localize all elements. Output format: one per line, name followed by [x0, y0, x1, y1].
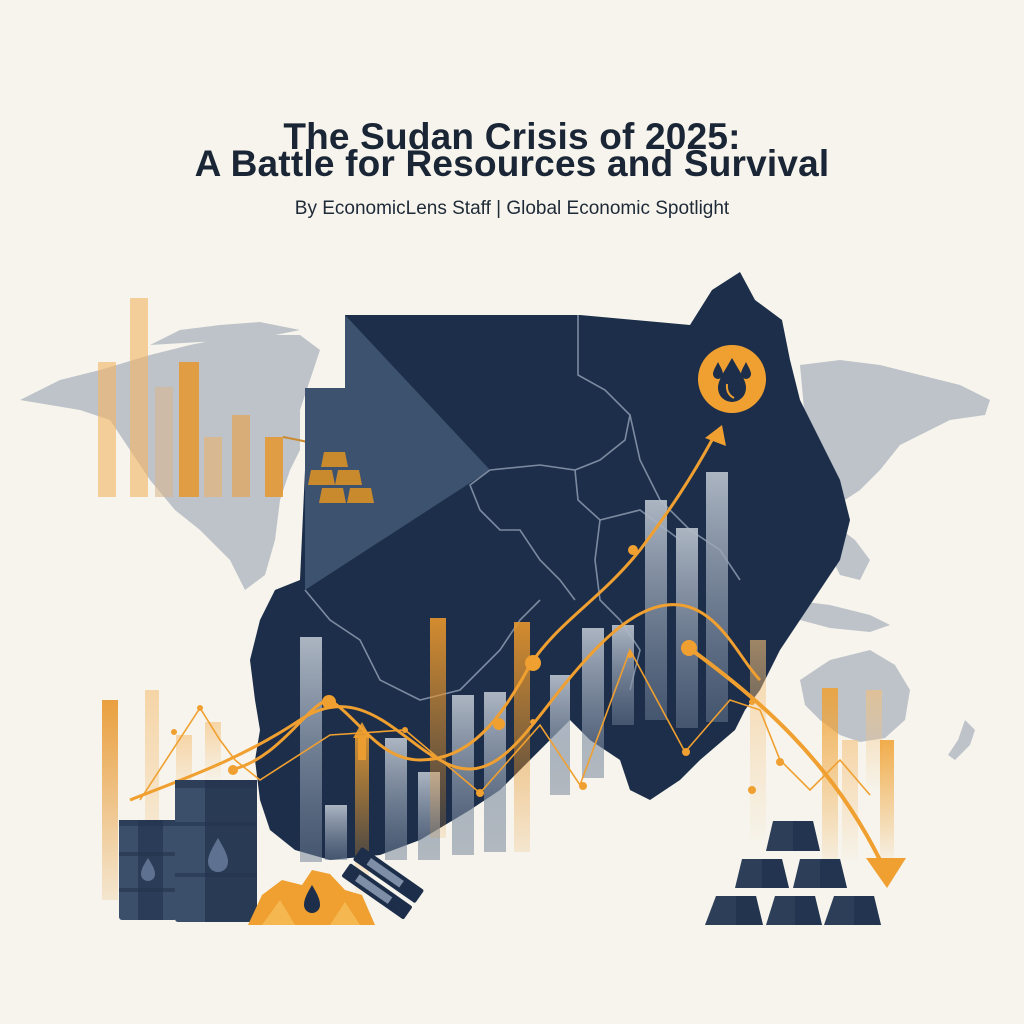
oil-drop-badge-icon [698, 345, 766, 413]
grey-bar-chart [300, 472, 728, 862]
gold-bars-icon [308, 452, 374, 503]
gold-nugget-pile-icon [248, 870, 375, 925]
oil-barrel-icon-large [175, 780, 257, 922]
oil-barrel-icon [119, 820, 177, 920]
wavy-trend-line [129, 425, 762, 802]
page-title-line-2: A Battle for Resources and Survival [194, 143, 830, 184]
page-title-line-1: The Sudan Crisis of 2025: [283, 116, 741, 157]
sudan-map [250, 272, 850, 860]
top-left-bar-chart [98, 298, 326, 497]
up-trend-arrow-icon [705, 425, 726, 446]
bank-notes-icon [342, 847, 424, 920]
down-trend-arrow-icon [687, 646, 906, 888]
small-up-arrow-icon [353, 722, 371, 760]
byline: By EconomicLens Staff | Global Economic … [294, 198, 730, 219]
orange-bar-chart [102, 618, 894, 910]
